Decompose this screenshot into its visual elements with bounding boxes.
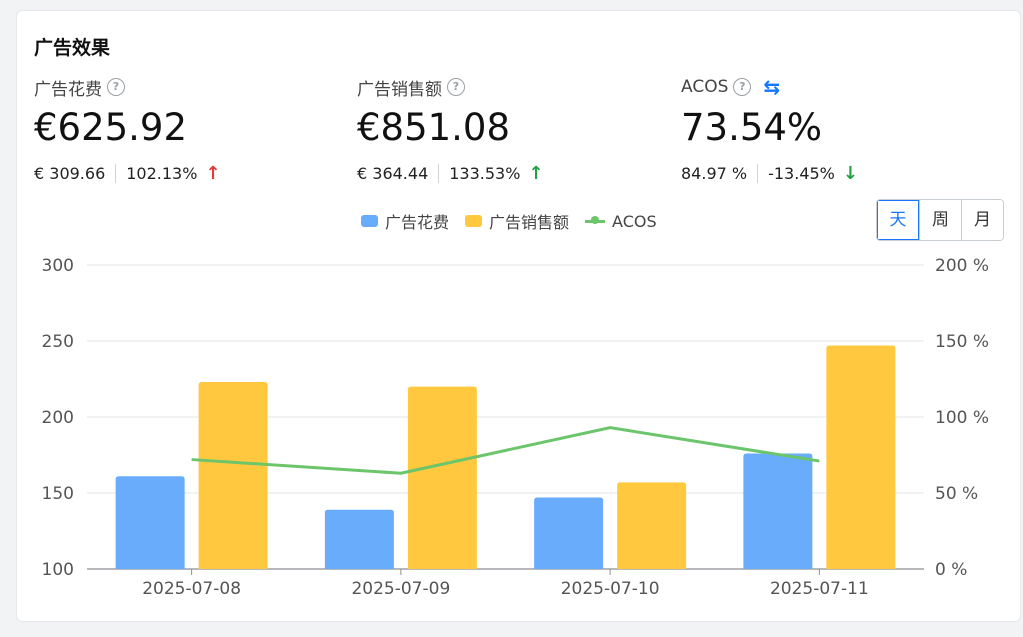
help-icon[interactable]: ?	[447, 78, 465, 96]
metric-value: €851.08	[357, 106, 511, 149]
y-left-tick-label: 300	[42, 256, 74, 276]
ad-performance-chart: 100 0 % 150 50 % 200 100 % 250 150 % 300 200 % 202…	[42, 256, 989, 599]
bar-ad-sales	[826, 345, 896, 569]
acos-line	[191, 426, 820, 475]
y-right-tick-label: 150 %	[935, 332, 989, 352]
x-tick-label: 2025-07-11	[770, 579, 869, 599]
y-right-tick-label: 0 %	[935, 560, 967, 580]
swap-icon[interactable]: ⇆	[763, 75, 781, 99]
metric-previous: € 309.66	[34, 163, 117, 183]
metric-ad-sales: 广告销售额 ? €851.08 € 364.44 133.53% ↑	[357, 75, 544, 185]
bar-ad-spend	[324, 509, 394, 569]
bar-ad-sales	[617, 482, 687, 569]
metric-value: €625.92	[34, 106, 188, 149]
x-tick-label: 2025-07-10	[561, 579, 660, 599]
bar-ad-sales	[198, 382, 268, 569]
metric-change: 133.53%	[449, 163, 521, 183]
legend-label: ACOS	[612, 211, 657, 231]
period-day-button[interactable]: 天	[877, 200, 919, 240]
legend-swatch	[361, 215, 378, 227]
arrow-down-icon: ↓	[842, 162, 858, 184]
metric-label: ACOS	[681, 77, 729, 97]
chart-legend: 广告花费 广告销售额 ACOS	[361, 209, 673, 233]
metric-acos: ACOS ? ⇆ 73.54% 84.97 % -13.45% ↓	[681, 75, 858, 185]
metric-ad-spend: 广告花费 ? €625.92 € 309.66 102.13% ↑	[34, 75, 221, 185]
legend-label: 广告花费	[385, 213, 450, 232]
bar-ad-spend	[534, 497, 604, 569]
bar-ad-spend	[115, 476, 185, 569]
y-left-tick-label: 200	[42, 408, 74, 428]
bar-ad-spend	[743, 453, 813, 569]
legend-label: 广告销售额	[489, 213, 570, 232]
metric-previous: € 364.44	[357, 163, 440, 183]
y-left-tick-label: 250	[42, 332, 74, 352]
y-left-tick-label: 150	[42, 484, 74, 504]
arrow-up-icon: ↑	[205, 162, 221, 184]
period-week-button[interactable]: 周	[919, 200, 961, 240]
bar-ad-sales	[407, 386, 477, 569]
legend-swatch	[465, 215, 483, 227]
x-tick-label: 2025-07-08	[142, 579, 241, 599]
metric-change: -13.45%	[768, 163, 835, 183]
period-month-button[interactable]: 月	[961, 200, 1003, 240]
help-icon[interactable]: ?	[107, 78, 125, 96]
help-icon[interactable]: ?	[733, 78, 752, 96]
y-right-tick-label: 100 %	[935, 408, 989, 428]
ad-performance-card: 广告效果 广告花费 ? €625.92 € 309.66 102.13% ↑ 广…	[16, 10, 1021, 622]
card-title: 广告效果	[34, 37, 111, 59]
metric-value: 73.54%	[681, 106, 823, 149]
y-right-tick-label: 50 %	[935, 484, 978, 504]
metric-label: 广告销售额	[357, 79, 442, 100]
legend-item-ad-sales[interactable]: 广告销售额	[465, 209, 569, 233]
metric-previous: 84.97 %	[681, 163, 759, 183]
legend-line-marker	[585, 216, 606, 224]
x-tick-label: 2025-07-09	[351, 579, 450, 599]
legend-item-acos[interactable]: ACOS	[585, 212, 657, 231]
y-right-tick-label: 200 %	[935, 256, 989, 276]
metric-label: 广告花费	[34, 79, 102, 100]
metric-change: 102.13%	[126, 163, 198, 183]
y-left-tick-label: 100	[42, 560, 74, 580]
legend-item-ad-spend[interactable]: 广告花费	[361, 209, 449, 233]
period-switch: 天 周 月	[876, 199, 1004, 241]
arrow-up-icon: ↑	[528, 162, 544, 184]
